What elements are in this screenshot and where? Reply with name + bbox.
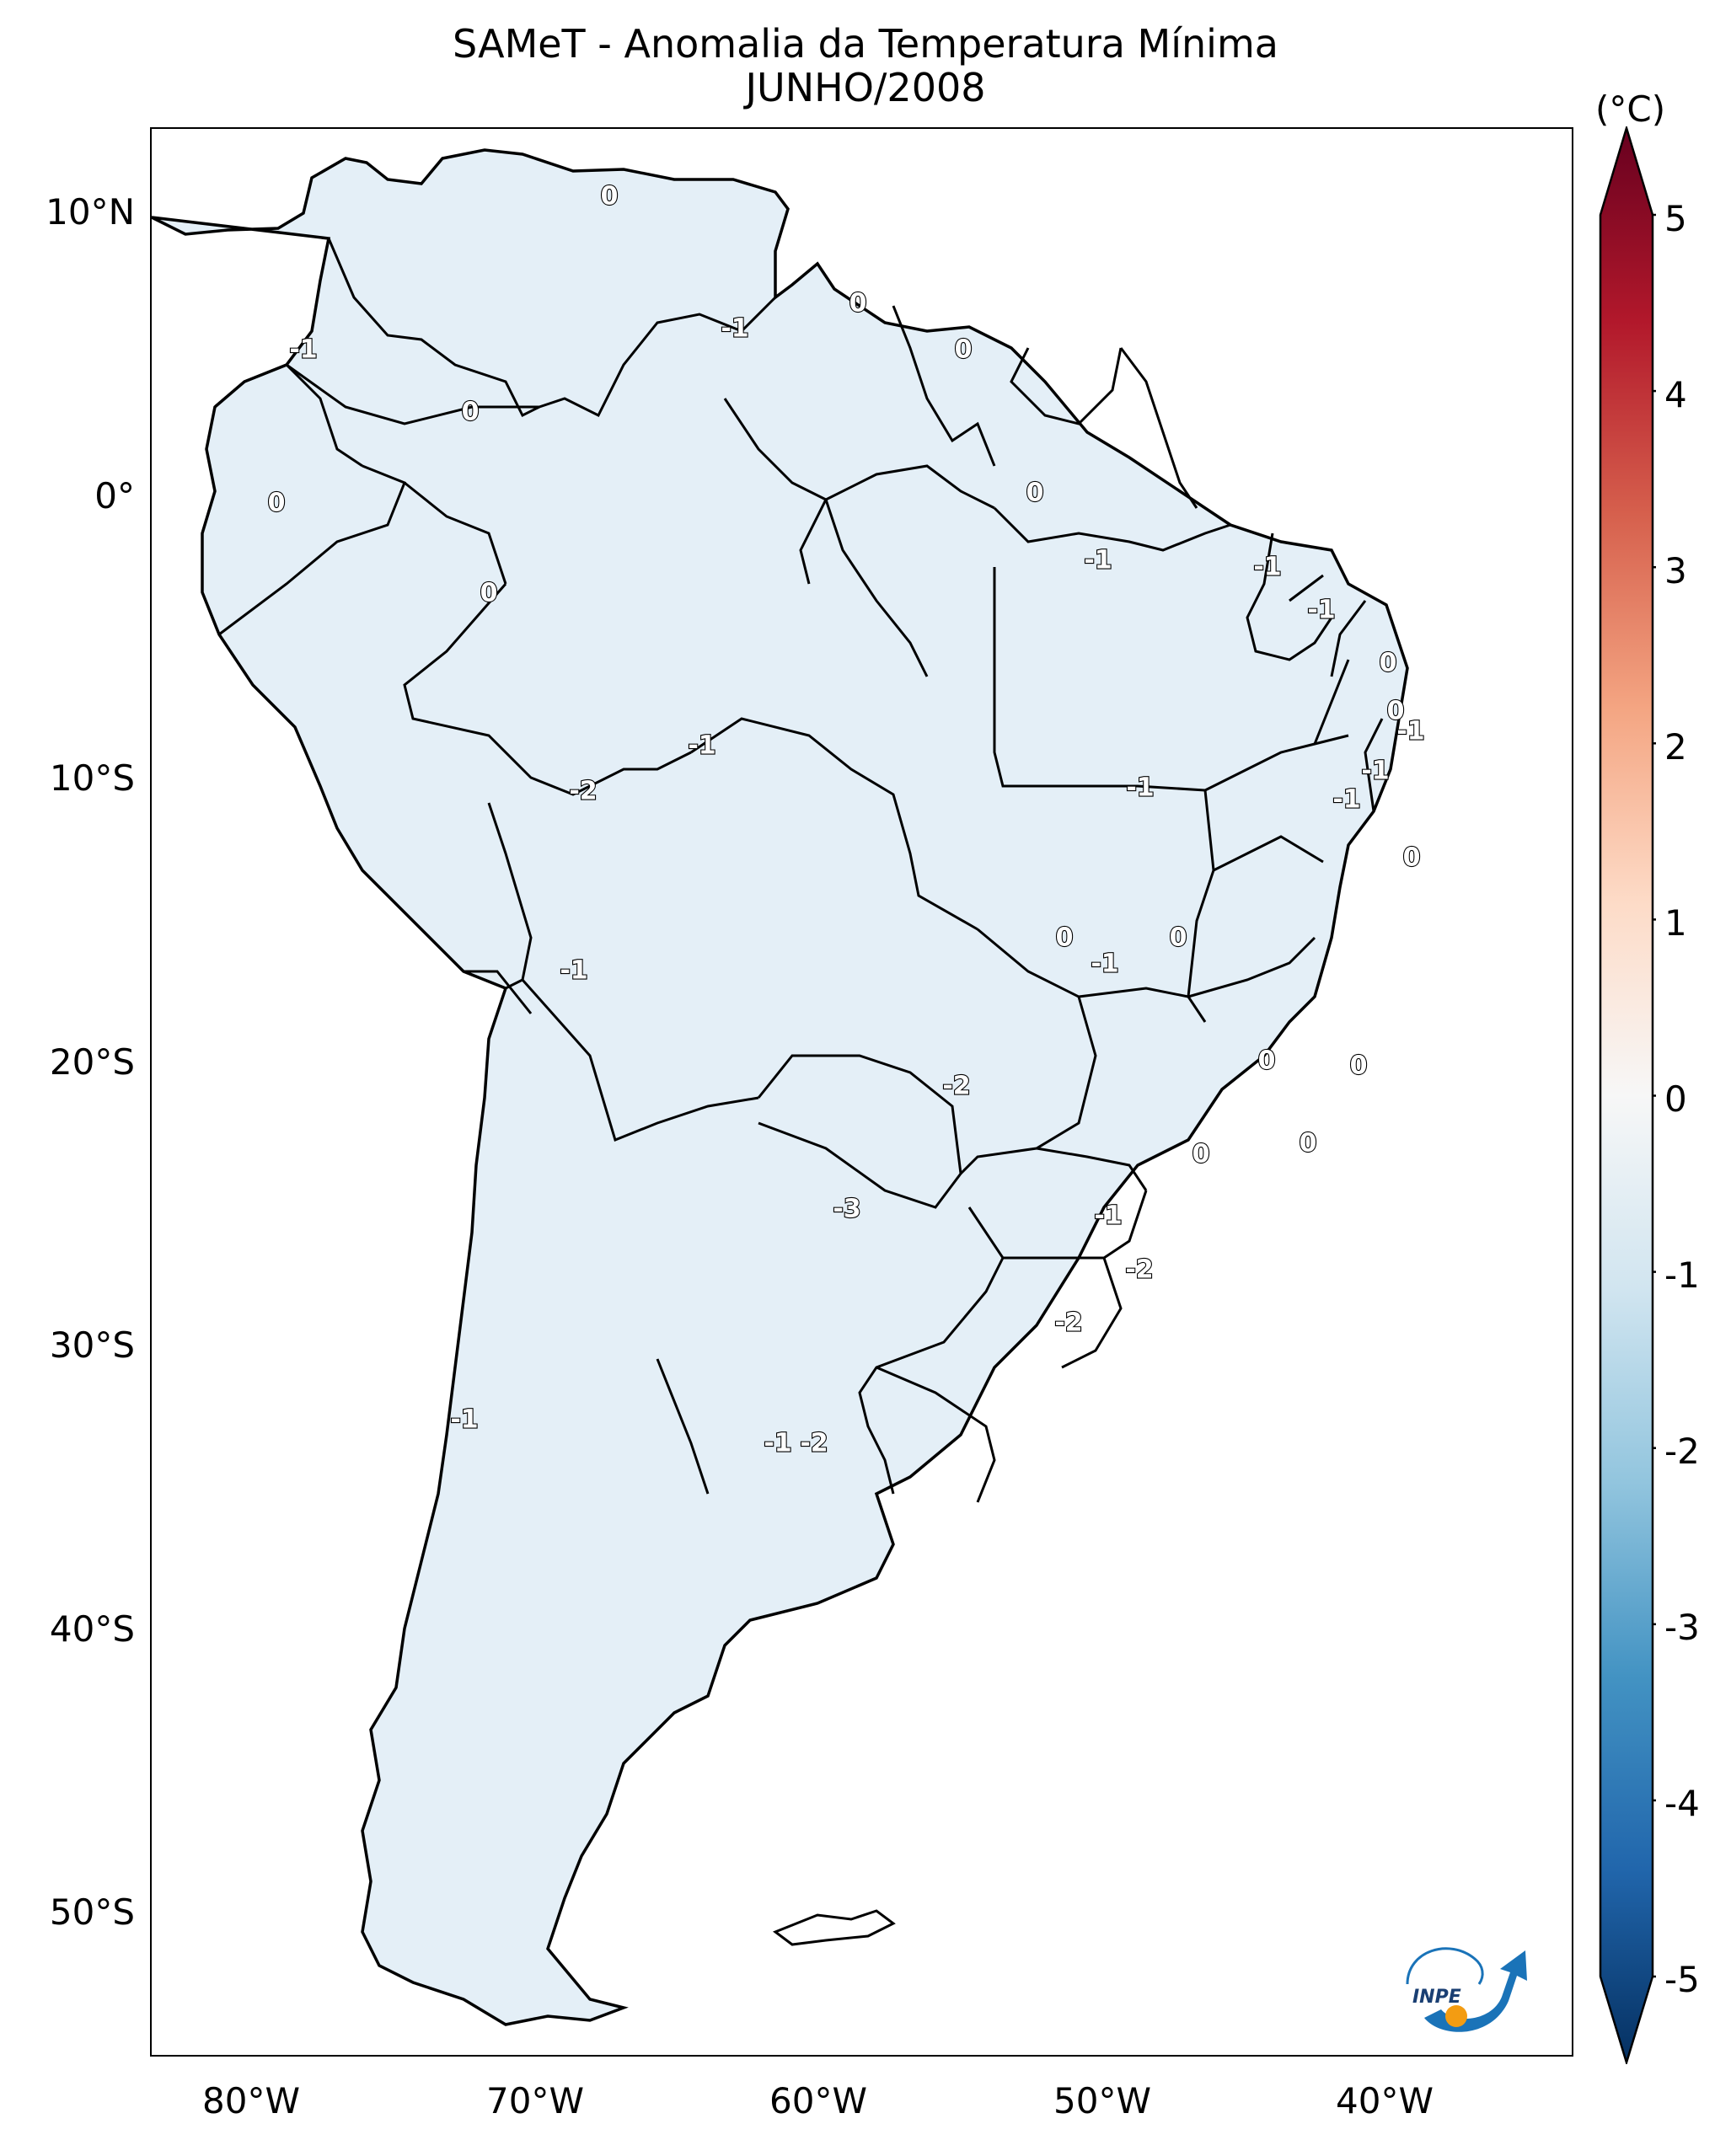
- contour-label: 0: [268, 489, 286, 518]
- colorbar-tick-minus2: -2: [1664, 1431, 1700, 1472]
- contour-label: -1: [1396, 717, 1424, 746]
- contour-label: -1: [1253, 553, 1281, 582]
- colorbar-tick-1: 1: [1664, 902, 1687, 944]
- contour-label: 0: [1350, 1051, 1368, 1081]
- lat-tick-10s: 10°S: [49, 757, 135, 799]
- lon-tick-80w: 80°W: [202, 2080, 300, 2121]
- contour-label: 0: [1300, 1129, 1317, 1158]
- colorbar-tick-3: 3: [1664, 550, 1687, 591]
- colorbar-ticks: [1653, 213, 1656, 1978]
- colorbar-tick-5: 5: [1664, 198, 1687, 239]
- colorbar-tick-minus3: -3: [1664, 1607, 1700, 1648]
- contour-label: -3: [833, 1195, 860, 1224]
- colorbar-unit: (°C): [1595, 88, 1666, 130]
- contour-label: 0: [1258, 1046, 1276, 1076]
- logo-sun-icon: [1445, 2005, 1467, 2027]
- contour-label: 0: [849, 289, 867, 318]
- lat-tick-40s: 40°S: [49, 1608, 135, 1650]
- lat-tick-20s: 20°S: [49, 1041, 135, 1083]
- inpe-logo: INPE: [1406, 1947, 1527, 2032]
- contour-label: 0: [1056, 923, 1074, 953]
- lat-tick-30s: 30°S: [49, 1324, 135, 1366]
- contour-label: 0: [1387, 697, 1405, 726]
- title-line-1: SAMeT - Anomalia da Temperatura Mínima: [453, 21, 1278, 67]
- colorbar-tick-2: 2: [1664, 726, 1687, 768]
- contour-label: 0: [1403, 843, 1421, 873]
- contour-label: -1: [1332, 785, 1360, 815]
- contour-label: -1: [1361, 757, 1389, 786]
- contour-label: 0: [955, 335, 973, 365]
- lon-tick-40w: 40°W: [1336, 2080, 1434, 2121]
- contour-label: -1: [1307, 596, 1335, 625]
- contour-label: -1: [721, 314, 748, 344]
- lon-tick-70w: 70°W: [486, 2080, 584, 2121]
- colorbar-tick-minus1: -1: [1664, 1255, 1700, 1296]
- contour-label: -2: [569, 777, 597, 806]
- lon-tick-60w: 60°W: [769, 2080, 867, 2121]
- contour-label: -1: [1094, 1201, 1122, 1231]
- lon-tick-50w: 50°W: [1053, 2080, 1151, 2121]
- contour-label: -2: [800, 1429, 828, 1458]
- contour-label: -1: [560, 956, 587, 986]
- contour-label: -1: [450, 1405, 478, 1435]
- colorbar: [1599, 126, 1656, 2064]
- map-frame: 0 0 -1 0 0 -1 0 0 0 -1 -1 -1 0 0 -1 -1 -1 0 -2 -1 -1 0 -1 0 -1 0-…: [150, 127, 1573, 2057]
- contour-label: 0: [1170, 923, 1187, 953]
- falkland-islands: [772, 1909, 896, 1946]
- logo-text: INPE: [1412, 1987, 1461, 2008]
- colorbar-tick-minus5: -5: [1664, 1959, 1700, 2000]
- contour-label: 0: [462, 398, 480, 427]
- contour-label: -1: [1126, 773, 1154, 803]
- lat-tick-10n: 10°N: [46, 191, 135, 233]
- contour-label: 0: [1380, 649, 1397, 678]
- lat-tick-50s: 50°S: [49, 1891, 135, 1933]
- contour-label: -2: [1125, 1255, 1153, 1285]
- contour-label: 0: [601, 182, 619, 211]
- political-borders: [214, 238, 1384, 1503]
- title-line-2: JUNHO/2008: [745, 65, 986, 110]
- contour-label: 0: [480, 579, 498, 608]
- colorbar-tick-4: 4: [1664, 374, 1687, 415]
- coastline: [152, 148, 1409, 2026]
- contour-label: 0: [1026, 479, 1044, 508]
- contour-label: 0: [1192, 1140, 1210, 1169]
- contour-label: -1: [1091, 950, 1118, 979]
- contour-label: -1: [1084, 546, 1112, 575]
- colorbar-tick-minus4: -4: [1664, 1783, 1700, 1824]
- contour-label: -2: [942, 1072, 970, 1101]
- contour-label: -1: [764, 1429, 791, 1458]
- chart-title: SAMeT - Anomalia da Temperatura Mínima J…: [0, 22, 1731, 110]
- lat-tick-0: 0°: [94, 475, 135, 516]
- contour-label: -1: [688, 731, 715, 761]
- contour-label: -1: [289, 335, 317, 365]
- colorbar-body: [1599, 126, 1654, 2064]
- colorbar-tick-0: 0: [1664, 1078, 1687, 1120]
- contour-label: -2: [1054, 1308, 1082, 1338]
